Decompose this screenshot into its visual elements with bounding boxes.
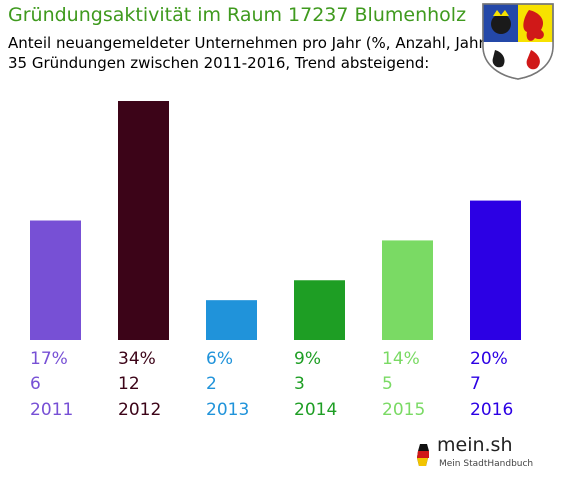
percent-label-2012: 34%	[118, 349, 156, 369]
logo-subtext: Mein StadtHandbuch	[439, 459, 534, 469]
chart-title: Gründungsaktivität im Raum 17237 Blumenh…	[8, 4, 467, 26]
year-label-2011: 2011	[30, 400, 73, 420]
count-label-2016: 7	[470, 374, 481, 394]
bar-2012	[118, 101, 169, 340]
bar-2014	[294, 280, 345, 340]
bar-2016	[470, 200, 521, 340]
year-label-2012: 2012	[118, 400, 161, 420]
year-label-2014: 2014	[294, 400, 337, 420]
coat-of-arms-icon	[482, 3, 554, 80]
germany-map-icon	[417, 444, 429, 466]
percent-label-2013: 6%	[206, 349, 233, 369]
year-label-2016: 2016	[470, 400, 513, 420]
brand-logo: mein.sh Mein StadtHandbuch	[415, 432, 555, 474]
bar-2011	[30, 220, 81, 340]
percent-label-2014: 9%	[294, 349, 321, 369]
percent-label-2016: 20%	[470, 349, 508, 369]
bar-2015	[382, 240, 433, 340]
chart-subtitle-line1: Anteil neuangemeldeter Unternehmen pro J…	[8, 34, 491, 52]
count-label-2012: 12	[118, 374, 140, 394]
count-label-2011: 6	[30, 374, 41, 394]
count-label-2015: 5	[382, 374, 393, 394]
percent-label-2011: 17%	[30, 349, 68, 369]
logo-text: mein.sh	[437, 434, 513, 456]
bar-2013	[206, 300, 257, 340]
year-label-2015: 2015	[382, 400, 425, 420]
year-label-2013: 2013	[206, 400, 249, 420]
count-label-2014: 3	[294, 374, 305, 394]
count-label-2013: 2	[206, 374, 217, 394]
chart-subtitle-line2: 35 Gründungen zwischen 2011-2016, Trend …	[8, 54, 430, 72]
percent-label-2015: 14%	[382, 349, 420, 369]
